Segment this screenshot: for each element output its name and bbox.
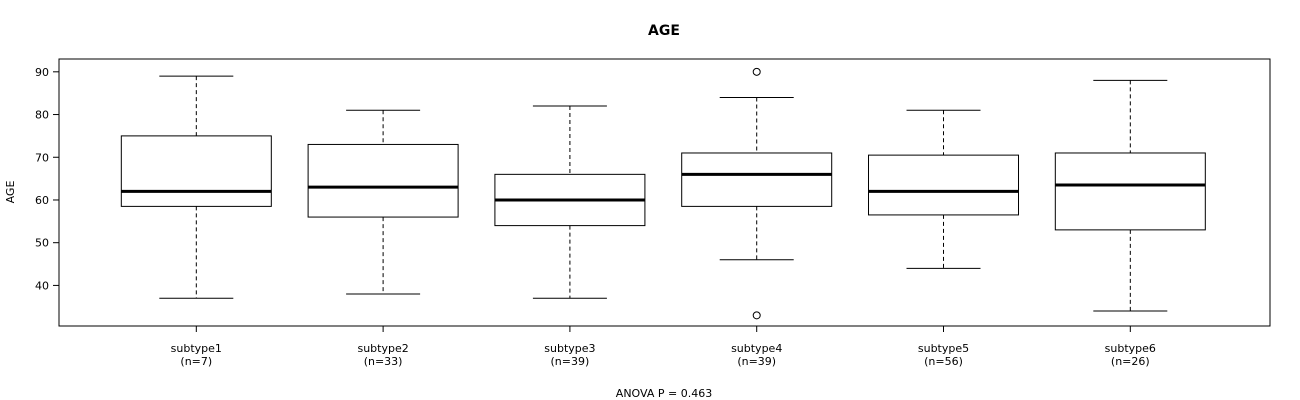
x-count-label: (n=26): [1111, 355, 1150, 368]
box-subtype3: [494, 105, 646, 299]
x-tick-label: subtype4: [731, 342, 782, 355]
x-tick-label: subtype2: [357, 342, 408, 355]
x-count-label: (n=39): [737, 355, 776, 368]
box-subtype6: [1054, 79, 1206, 312]
x-tick-label: subtype6: [1105, 342, 1156, 355]
box-group-layer: [120, 67, 1206, 320]
y-axis-label: AGE: [4, 181, 17, 204]
y-tick-label: 90: [35, 66, 49, 79]
plot-frame: [58, 58, 1271, 327]
y-tick-label: 50: [35, 237, 49, 250]
iqr-box: [307, 143, 459, 218]
y-tick-label: 80: [35, 109, 49, 122]
x-tick-label: subtype1: [171, 342, 222, 355]
y-tick-label: 60: [35, 194, 49, 207]
outlier-point: [752, 311, 761, 320]
y-axis: 40 50 60 70 80 90: [35, 66, 59, 292]
y-tick-label: 70: [35, 151, 49, 164]
iqr-box: [681, 152, 833, 207]
chart-title: AGE: [648, 23, 680, 39]
iqr-box: [120, 135, 272, 207]
box-subtype5: [868, 109, 1020, 269]
x-axis-labels: subtype1(n=7)subtype2(n=33)subtype3(n=39…: [171, 326, 1156, 368]
x-count-label: (n=33): [364, 355, 403, 368]
y-tick-label: 40: [35, 279, 49, 292]
x-count-label: (n=7): [180, 355, 212, 368]
outlier-point: [752, 67, 761, 76]
box-subtype2: [307, 109, 459, 295]
iqr-box: [868, 154, 1020, 216]
box-subtype1: [120, 75, 272, 299]
x-count-label: (n=56): [924, 355, 963, 368]
iqr-box: [1054, 152, 1206, 231]
box-subtype4: [681, 67, 833, 320]
x-tick-label: subtype5: [918, 342, 969, 355]
x-tick-label: subtype3: [544, 342, 595, 355]
x-count-label: (n=39): [551, 355, 590, 368]
anova-footnote: ANOVA P = 0.463: [616, 387, 712, 400]
